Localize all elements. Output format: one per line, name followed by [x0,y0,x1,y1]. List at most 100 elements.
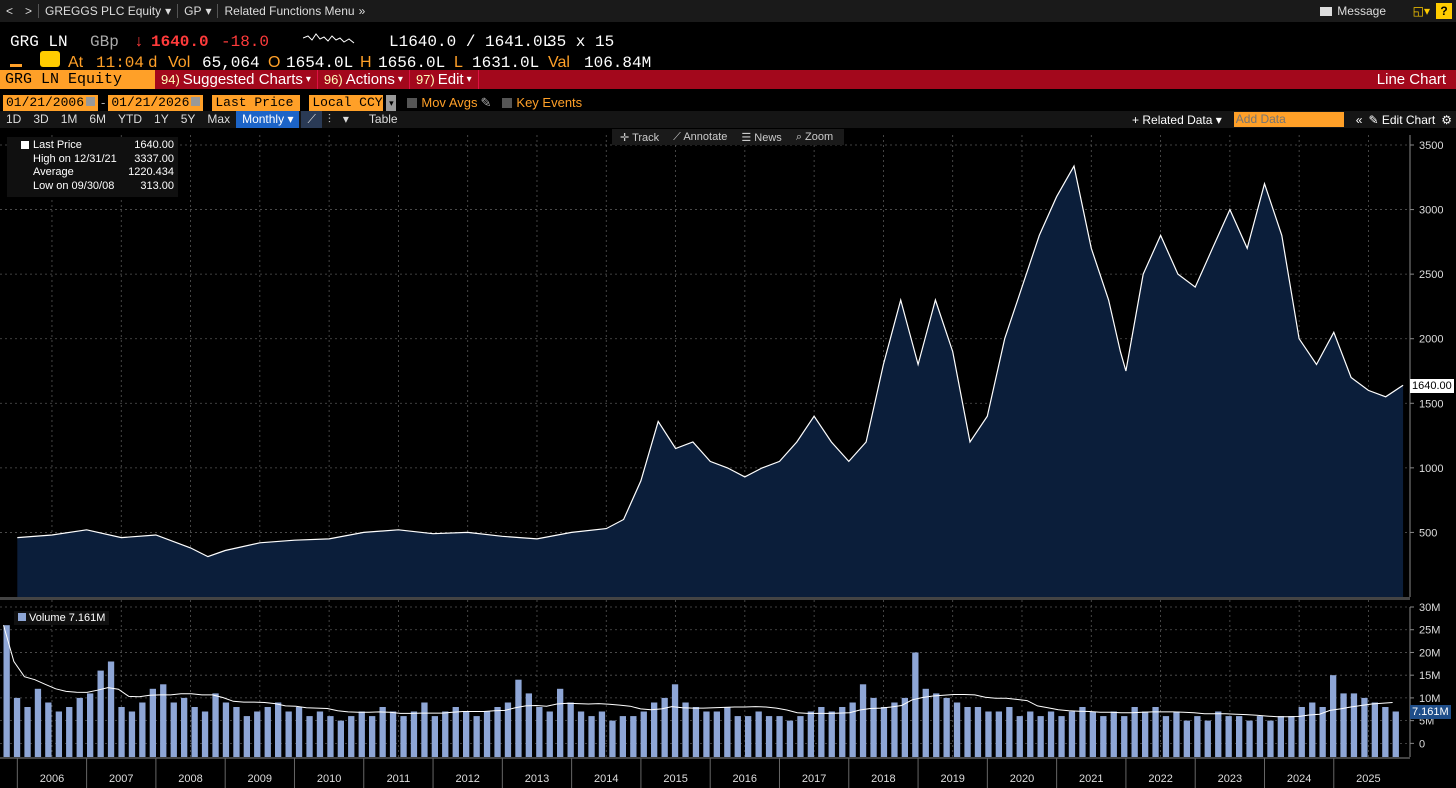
function-selector[interactable]: GP ▾ [184,4,212,18]
volume-bar [264,707,271,757]
security-selector[interactable]: GREGGS PLC Equity ▾ [45,4,172,18]
period-5y[interactable]: 5Y [180,112,196,126]
table-button[interactable]: Table [368,112,398,126]
volume-bar [1027,711,1034,757]
volume-bar [1183,720,1190,757]
year-tick-label: 2015 [663,773,687,785]
volume-bar [1319,707,1326,757]
window-controls: ◱▾ ? [1413,3,1452,19]
legend-average: Average 1220.434 [33,166,174,178]
security-field[interactable]: GRG LN Equity [0,70,155,89]
edit-menu[interactable]: 97) Edit ▾ [410,70,479,89]
low-label: L [454,54,463,71]
related-functions-menu[interactable]: Related Functions Menu» [224,4,366,18]
date-range-row: 01/21/2006 - 01/21/2026 Last Price Local… [0,94,1456,111]
news-tool[interactable]: ☰ News [741,131,782,144]
legend-color-swatch [21,141,29,149]
checkbox-icon[interactable] [502,97,513,108]
period-1y[interactable]: 1Y [154,112,169,126]
volume-bar [1006,707,1013,757]
volume-bar [870,697,877,757]
volume-bar [692,707,700,757]
annotate-tool[interactable]: ⟋ Annotate [673,130,728,143]
volume-bar [661,697,668,757]
period-1m[interactable]: 1M [60,112,78,126]
volume-bar [745,716,752,757]
bar-style-icon[interactable]: ⫶ [327,112,331,126]
zoom-tool[interactable]: ⌕ Zoom [795,130,834,143]
at-label: At [68,54,84,71]
quote-time: 11:04 [96,54,145,72]
volume-legend[interactable]: Volume 7.161M [14,611,110,625]
forward-button[interactable]: > [25,4,33,18]
key-events-toggle[interactable]: Key Events [502,95,582,110]
help-button[interactable]: ? [1436,3,1452,19]
window-icon[interactable]: ◱▾ [1412,4,1430,18]
year-tick-label: 2023 [1218,773,1242,785]
period-1d[interactable]: 1D [6,112,22,126]
period-3d[interactable]: 3D [33,112,49,126]
edit-chart-button[interactable]: ✎ Edit Chart [1368,112,1436,127]
volume-bar [943,697,950,757]
price-tick-label: 3000 [1419,205,1443,217]
volume-bar [912,652,919,757]
volume-bar [463,711,470,757]
volume-bar [473,716,480,757]
period-max[interactable]: Max [207,112,231,126]
back-button[interactable]: < [6,4,14,18]
val-value: 106.84M [584,54,652,72]
exchange-icon [40,51,60,67]
start-date-field[interactable]: 01/21/2006 [3,94,99,111]
volume-bar [181,697,188,757]
volume-bar [1350,693,1358,757]
legend-last[interactable]: Last Price 1640.00 [33,139,174,151]
bid-ask-size: 35 x 15 [547,33,615,51]
period-ytd[interactable]: YTD [118,112,143,126]
volume-bar [598,711,606,757]
field-selector[interactable]: Last Price [212,94,301,111]
volume-bar [1267,720,1274,757]
ticker: GRG LN [10,33,68,51]
volume-bar [682,702,689,757]
volume-bar [1142,711,1149,757]
volume-bar [703,711,710,757]
collapse-icon[interactable]: « [1355,112,1363,127]
suggested-charts-menu[interactable]: 94) Suggested Charts ▾ [155,70,318,89]
volume-bar [452,707,459,757]
track-tool[interactable]: ✛ Track [620,131,660,144]
currency-selector[interactable]: Local CCY [309,94,384,111]
calendar-icon[interactable] [191,96,201,106]
end-date-field[interactable]: 01/21/2026 [108,94,204,111]
add-data-input[interactable] [1233,112,1344,127]
actions-menu[interactable]: 96) Actions ▾ [318,70,410,89]
frequency-selector[interactable]: Monthly ▾ [236,111,300,128]
checkbox-icon[interactable] [407,97,418,108]
period-6m[interactable]: 6M [89,112,107,126]
mov-avgs-toggle[interactable]: Mov Avgs ✎ [407,95,491,111]
chevron-down-icon[interactable]: ▾ [342,112,349,126]
volume-bar [1236,716,1243,757]
gear-icon[interactable]: ⚙ [1441,112,1452,127]
volume-bar [76,697,83,757]
top-navigation-bar: < > GREGGS PLC Equity ▾ GP ▾ Related Funct… [0,0,1456,22]
chevron-down-icon: ▾ [466,74,472,85]
chevron-down-icon[interactable]: ▾ [386,94,397,111]
volume-bar [1215,711,1222,757]
line-chart-icon[interactable]: ⟋ [301,111,322,128]
pencil-icon[interactable]: ✎ [480,94,492,110]
message-button[interactable]: Message [1320,4,1386,18]
related-data-menu[interactable]: + Related Data ▾ [1132,112,1222,127]
volume-value: 65,064 [202,54,260,72]
volume-bar [45,702,52,757]
year-tick-label: 2011 [387,773,411,785]
calendar-icon[interactable] [86,96,96,106]
currency: GBp [90,33,119,51]
volume-bar [588,716,595,757]
volume-bar [577,711,585,757]
volume-bar [755,711,762,757]
volume-bar [1089,711,1096,757]
volume-bar [97,670,104,757]
panel-divider[interactable] [0,597,1410,600]
